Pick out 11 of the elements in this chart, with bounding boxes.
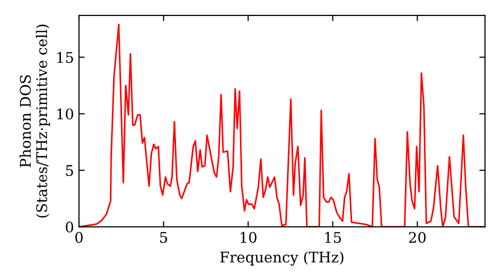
x-axis-title: Frequency (THz)	[220, 251, 344, 266]
y-tick-label: 10	[57, 108, 74, 120]
x-tick-label: 5	[160, 232, 168, 243]
x-tick-label: 15	[325, 232, 341, 243]
x-tick-label: 10	[240, 232, 256, 243]
y-tick-label: 15	[57, 52, 74, 63]
x-tick-label: 0	[75, 232, 83, 243]
x-tick-label: 20	[409, 232, 426, 243]
y-tick-label: 0	[66, 222, 74, 233]
y-tick-label: 5	[66, 165, 74, 176]
y-axis-title: Phonon DOS (States/THz·primitive cell)	[20, 24, 50, 218]
